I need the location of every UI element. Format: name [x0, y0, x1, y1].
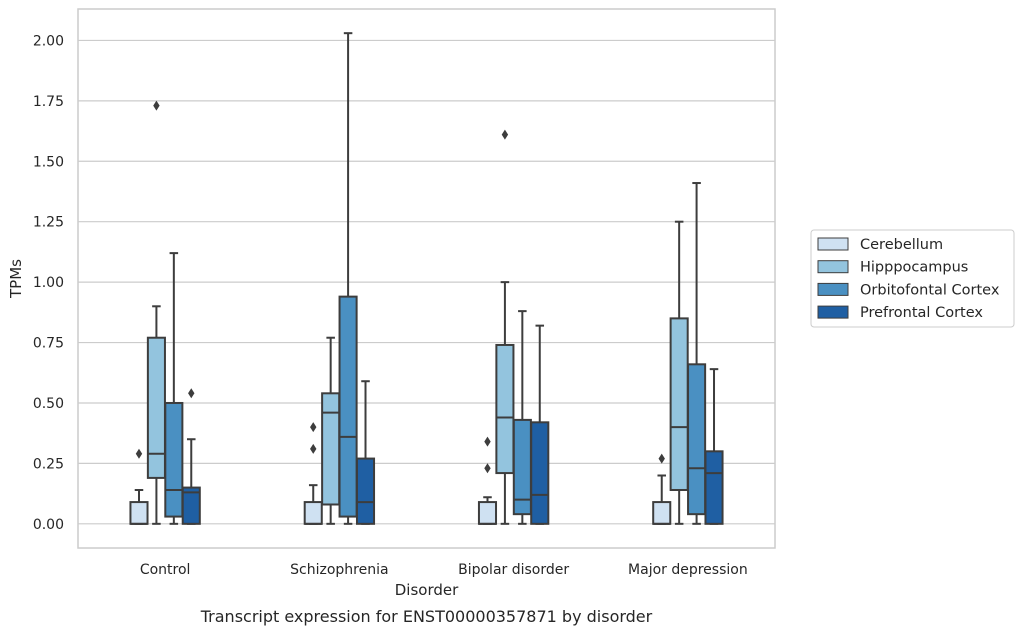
box-cerebellum-major-depression — [652, 453, 672, 525]
y-tick-label: 0.50 — [33, 396, 64, 412]
box-cerebellum-control — [129, 448, 149, 525]
legend: Cerebellum Hipppocampus Orbitofontal Corte… — [810, 229, 1015, 328]
x-tick-label: Major depression — [628, 562, 748, 578]
legend-frame — [810, 229, 1015, 328]
box-body — [652, 501, 672, 525]
box-prefrontal-cortex-schizophrenia — [355, 380, 376, 525]
outlier-point — [484, 463, 491, 474]
legend-swatch — [817, 237, 849, 251]
x-tick-label: Bipolar disorder — [458, 562, 569, 578]
box-orbitofontal-cortex-control — [164, 252, 184, 525]
legend-item: Orbitofontal Cortex — [817, 282, 1000, 298]
box-body — [338, 295, 358, 518]
legend-label: Prefrontal Cortex — [860, 305, 983, 321]
x-tick-label: Control — [140, 562, 191, 578]
box-body — [303, 501, 323, 525]
box-body — [669, 317, 689, 491]
box-body — [477, 501, 498, 525]
legend-label: Hipppocampus — [860, 260, 968, 276]
box-hipppocampus-bipolar-disorder — [495, 129, 515, 525]
plot-frame — [77, 8, 776, 549]
grid-lines — [78, 39, 775, 525]
legend-swatch — [817, 305, 849, 319]
box-orbitofontal-cortex-schizophrenia — [338, 32, 358, 525]
legend-item: Hipppocampus — [817, 260, 968, 276]
y-tick-label: 0.00 — [33, 517, 64, 533]
box-hipppocampus-control — [146, 100, 166, 525]
outlier-point — [310, 443, 317, 454]
box-hipppocampus-major-depression — [669, 220, 689, 525]
legend-label: Cerebellum — [860, 237, 943, 253]
box-body — [704, 450, 724, 525]
x-tick-label: Schizophrenia — [290, 562, 388, 578]
x-axis-title: Disorder — [395, 581, 459, 599]
box-hipppocampus-schizophrenia — [321, 336, 341, 525]
legend-item: Cerebellum — [817, 237, 943, 253]
y-tick-label: 2.00 — [33, 33, 64, 49]
outlier-point — [188, 388, 195, 399]
outlier-point — [501, 129, 509, 140]
box-body — [181, 486, 201, 525]
box-body — [164, 401, 184, 518]
outlier-point — [135, 448, 143, 459]
box-cerebellum-schizophrenia — [303, 422, 323, 525]
legend-item: Prefrontal Cortex — [817, 305, 983, 321]
box-body — [687, 363, 707, 516]
outlier-point — [310, 422, 317, 433]
box-prefrontal-cortex-major-depression — [704, 368, 724, 525]
legend-label: Orbitofontal Cortex — [860, 282, 1000, 298]
chart-caption: Transcript expression for ENST0000035787… — [200, 607, 653, 626]
box-body — [321, 392, 341, 506]
box-body — [355, 457, 376, 525]
y-axis-title: TPMs — [7, 259, 25, 299]
y-tick-label: 0.75 — [33, 336, 64, 352]
box-cerebellum-bipolar-disorder — [477, 436, 498, 525]
outlier-point — [658, 453, 665, 464]
box-orbitofontal-cortex-major-depression — [687, 182, 707, 525]
y-tick-label: 1.75 — [33, 94, 64, 110]
box-prefrontal-cortex-bipolar-disorder — [530, 324, 550, 525]
y-tick-label: 0.25 — [33, 456, 64, 472]
box-body — [495, 343, 515, 475]
legend-swatch — [817, 282, 849, 296]
box-body — [530, 421, 550, 525]
y-tick-label: 1.25 — [33, 215, 64, 231]
box-series — [129, 32, 724, 525]
box-prefrontal-cortex-control — [181, 388, 201, 525]
x-tick-labels: Control Schizophrenia Bipolar disorder Majo… — [140, 562, 748, 578]
box-body — [146, 336, 166, 479]
outlier-point — [153, 100, 160, 111]
y-tick-label: 1.00 — [33, 275, 64, 291]
legend-swatch — [817, 260, 849, 274]
y-tick-label: 1.50 — [33, 154, 64, 170]
outlier-point — [484, 436, 491, 447]
box-body — [129, 501, 149, 525]
y-tick-labels: 0.00 0.25 0.50 0.75 1.00 1.25 1.50 1.75 2.00 — [33, 33, 64, 532]
